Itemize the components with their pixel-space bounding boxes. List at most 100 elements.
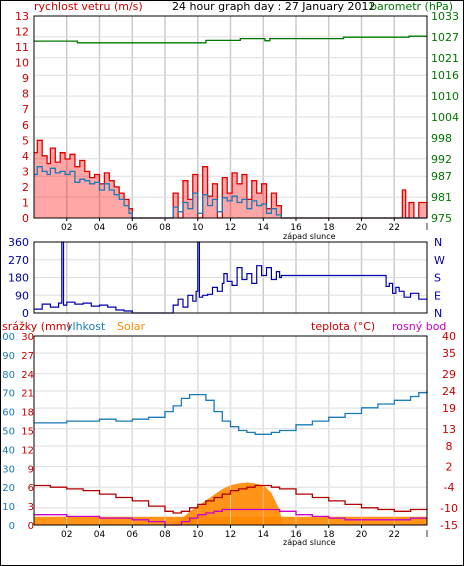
legend-solar: Solar <box>117 320 146 333</box>
wind-y-tick-label: 3 <box>22 165 29 178</box>
wind-series <box>34 35 428 219</box>
barometer-y-tick-label: 987 <box>431 170 452 183</box>
sunset-label-bottom: západ slunce <box>283 538 336 547</box>
humidity-y-tick-label: 40 <box>2 445 15 456</box>
x-tick-label: 20 <box>356 530 368 540</box>
temp-y-ticks-left: 0 0 3 10 6 20 9 30 12 40 15 50 18 60 21 70 24 80 27 90 30 100 <box>0 332 34 532</box>
wind-x-ticks: 02 04 06 08 10 12 14 16 18 20 22 l <box>61 218 428 233</box>
direction-plot-frame <box>33 241 428 314</box>
humidity-y-tick-label: 70 <box>2 389 15 400</box>
x-tick-label: 16 <box>290 530 302 540</box>
x-tick-label: 12 <box>225 530 236 540</box>
wind-barometer-panel: rychlost vetru (m/s) 24 hour graph day :… <box>15 0 459 241</box>
x-tick-end: l <box>426 223 429 233</box>
wind-y-tick-label: 8 <box>22 88 29 101</box>
barometer-y-ticks: 975 981 987 992 998 1004 1010 1016 1021 1027 1033 <box>431 10 459 225</box>
humidity-y-tick-label: 10 <box>2 502 15 513</box>
temperature-y-tick-label: -15 <box>440 519 458 532</box>
wind-y-tick-label: 0 <box>22 212 29 225</box>
x-tick-label: 10 <box>192 530 204 540</box>
temperature-y-tick-label: 19 <box>442 402 456 415</box>
x-tick-label: 02 <box>61 530 72 540</box>
rain-y-tick-label: 30 <box>21 332 34 343</box>
barometer-line <box>34 35 427 44</box>
wind-axis-title: rychlost vetru (m/s) <box>34 0 143 13</box>
temperature-y-tick-label: 2 <box>446 461 453 474</box>
legend-humidity: vlhkost <box>66 320 106 333</box>
barometer-y-tick-label: 981 <box>431 191 452 204</box>
rain-y-tick-label: 27 <box>21 351 34 362</box>
direction-y-tick-label: 90 <box>15 289 29 302</box>
wind-y-tick-label: 7 <box>22 103 29 116</box>
temperature-y-tick-label: 40 <box>442 330 456 343</box>
humidity-y-tick-label: 30 <box>2 464 15 475</box>
rain-y-tick-label: 12 <box>21 445 34 456</box>
direction-series <box>34 241 428 314</box>
barometer-y-tick-label: 1027 <box>431 31 459 44</box>
temperature-y-tick-label: -4 <box>444 481 455 494</box>
wind-gust-line <box>34 139 428 219</box>
sunset-label-top: západ slunce <box>283 232 336 241</box>
temperature-y-tick-label: 35 <box>442 347 456 360</box>
x-tick-label: 04 <box>94 223 106 233</box>
compass-label: E <box>434 289 441 302</box>
wind-y-tick-label: 12 <box>15 26 29 39</box>
direction-y-ticks: 0 90 180 270 360 <box>8 236 29 320</box>
rain-y-tick-label: 15 <box>21 427 34 438</box>
temperature-y-tick-label: -10 <box>440 502 458 515</box>
temperature-y-tick-label: 8 <box>446 440 453 453</box>
wind-y-tick-label: 10 <box>15 57 29 70</box>
compass-label: N <box>434 307 442 320</box>
compass-label: N <box>434 236 442 249</box>
humidity-y-tick-label: 60 <box>2 408 15 419</box>
wind-y-tick-label: 11 <box>15 41 29 54</box>
barometer-y-tick-label: 998 <box>431 132 452 145</box>
wind-avg-line <box>34 166 427 219</box>
x-tick-label: 18 <box>323 223 335 233</box>
wind-y-tick-label: 6 <box>22 119 29 132</box>
temperature-line <box>34 484 427 514</box>
temp-series <box>34 336 428 526</box>
barometer-y-tick-label: 992 <box>431 153 452 166</box>
x-tick-label: 18 <box>323 530 335 540</box>
x-tick-label: 16 <box>290 223 302 233</box>
x-tick-label: 20 <box>356 223 368 233</box>
barometer-y-tick-label: 1004 <box>431 111 459 124</box>
wind-y-tick-label: 2 <box>22 181 29 194</box>
wind-y-tick-label: 4 <box>22 150 29 163</box>
x-tick-label: 14 <box>258 223 270 233</box>
barometer-y-tick-label: 1016 <box>431 69 459 82</box>
rain-y-tick-label: 6 <box>28 483 34 494</box>
compass-label: W <box>434 254 445 267</box>
temp-plot-frame <box>33 335 428 526</box>
x-tick-label: 06 <box>127 530 139 540</box>
x-tick-label: 06 <box>127 223 139 233</box>
wind-y-tick-label: 1 <box>22 196 29 209</box>
humidity-y-tick-label: 0 <box>9 521 15 532</box>
wind-direction-line <box>34 241 428 314</box>
rain-y-tick-label: 18 <box>21 408 34 419</box>
rain-y-tick-label: 3 <box>28 502 34 513</box>
x-tick-end: l <box>426 530 429 540</box>
wind-y-tick-label: 5 <box>22 134 29 147</box>
x-tick-label: 12 <box>225 223 236 233</box>
direction-y-tick-label: 270 <box>8 254 29 267</box>
humidity-y-tick-label: 90 <box>2 351 15 362</box>
temperature-y-tick-label: 24 <box>442 385 456 398</box>
x-tick-label: 08 <box>159 223 171 233</box>
direction-y-tick-label: 0 <box>22 307 29 320</box>
wind-plot-frame <box>33 15 428 219</box>
barometer-y-tick-label: 1021 <box>431 52 459 65</box>
barometer-y-tick-label: 1010 <box>431 90 459 103</box>
legend-dewpoint: rosný bod <box>392 320 446 333</box>
x-tick-label: 04 <box>94 530 106 540</box>
compass-label: S <box>434 272 441 285</box>
rain-y-tick-label: 0 <box>28 521 34 532</box>
x-tick-label: 22 <box>389 530 400 540</box>
x-tick-label: 14 <box>258 530 270 540</box>
x-tick-label: 10 <box>192 223 204 233</box>
